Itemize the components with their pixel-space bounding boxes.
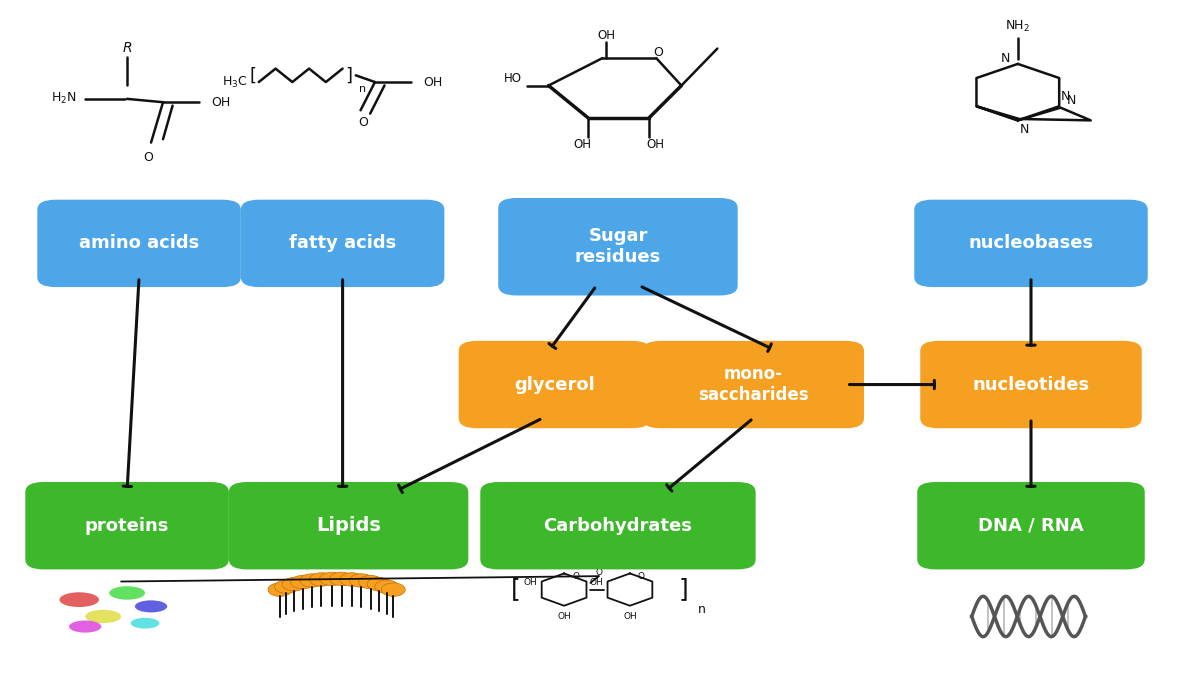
Text: OH: OH: [211, 96, 230, 109]
Text: OH: OH: [646, 138, 664, 151]
FancyBboxPatch shape: [37, 200, 241, 287]
Text: [: [: [511, 578, 521, 601]
Text: Lipids: Lipids: [316, 516, 382, 535]
Text: H$_3$C: H$_3$C: [222, 74, 247, 90]
Circle shape: [282, 578, 306, 591]
Text: N: N: [1019, 124, 1028, 136]
Text: OH: OH: [422, 76, 442, 88]
Text: O: O: [595, 568, 602, 577]
Text: N: N: [1067, 95, 1076, 107]
Text: [: [: [250, 66, 257, 84]
Text: fatty acids: fatty acids: [289, 234, 396, 252]
FancyBboxPatch shape: [914, 200, 1147, 287]
Text: Sugar
residues: Sugar residues: [575, 227, 661, 266]
FancyBboxPatch shape: [498, 198, 738, 296]
Text: O: O: [654, 47, 664, 59]
Ellipse shape: [109, 586, 145, 599]
Text: N: N: [1001, 52, 1010, 65]
Circle shape: [382, 583, 406, 596]
Ellipse shape: [60, 592, 98, 607]
Text: NH$_2$: NH$_2$: [1006, 20, 1031, 34]
Ellipse shape: [134, 600, 167, 612]
FancyBboxPatch shape: [920, 341, 1141, 428]
Circle shape: [367, 578, 391, 591]
Text: HO: HO: [504, 72, 522, 85]
Text: ]: ]: [679, 578, 689, 601]
Text: n: n: [698, 603, 706, 616]
Circle shape: [290, 575, 314, 589]
FancyBboxPatch shape: [229, 482, 468, 570]
Text: mono-
saccharides: mono- saccharides: [698, 365, 809, 404]
Text: O: O: [572, 572, 580, 581]
Text: H$_2$N: H$_2$N: [50, 91, 77, 107]
Circle shape: [374, 580, 398, 593]
Text: Carbohydrates: Carbohydrates: [544, 517, 692, 535]
FancyBboxPatch shape: [480, 482, 756, 570]
Circle shape: [300, 574, 324, 587]
Circle shape: [310, 572, 334, 586]
FancyBboxPatch shape: [458, 341, 650, 428]
Text: n: n: [359, 84, 366, 94]
FancyBboxPatch shape: [241, 200, 444, 287]
Ellipse shape: [70, 620, 101, 632]
FancyBboxPatch shape: [917, 482, 1145, 570]
FancyBboxPatch shape: [642, 341, 864, 428]
Circle shape: [275, 580, 299, 593]
Text: N: N: [1061, 90, 1070, 103]
Ellipse shape: [131, 618, 160, 628]
Text: OH: OH: [623, 612, 637, 621]
Circle shape: [268, 583, 292, 596]
Text: glycerol: glycerol: [514, 375, 595, 394]
Text: DNA / RNA: DNA / RNA: [978, 517, 1084, 535]
Text: amino acids: amino acids: [79, 234, 199, 252]
Ellipse shape: [85, 610, 121, 623]
Text: O: O: [144, 151, 154, 164]
Text: ]: ]: [346, 66, 352, 84]
Text: O: O: [358, 116, 368, 129]
Circle shape: [359, 575, 383, 589]
Circle shape: [340, 572, 364, 586]
Text: OH: OH: [574, 138, 592, 151]
Circle shape: [319, 572, 343, 586]
Text: nucleobases: nucleobases: [968, 234, 1093, 252]
FancyBboxPatch shape: [25, 482, 229, 570]
Text: OH: OH: [523, 578, 538, 587]
Text: O: O: [638, 572, 644, 581]
Text: OH: OH: [589, 578, 604, 587]
Text: nucleotides: nucleotides: [972, 375, 1090, 394]
Circle shape: [330, 572, 354, 586]
Text: OH: OH: [596, 29, 614, 42]
Text: proteins: proteins: [85, 517, 169, 535]
Circle shape: [349, 574, 373, 587]
Text: OH: OH: [557, 612, 571, 621]
Text: R: R: [122, 41, 132, 55]
